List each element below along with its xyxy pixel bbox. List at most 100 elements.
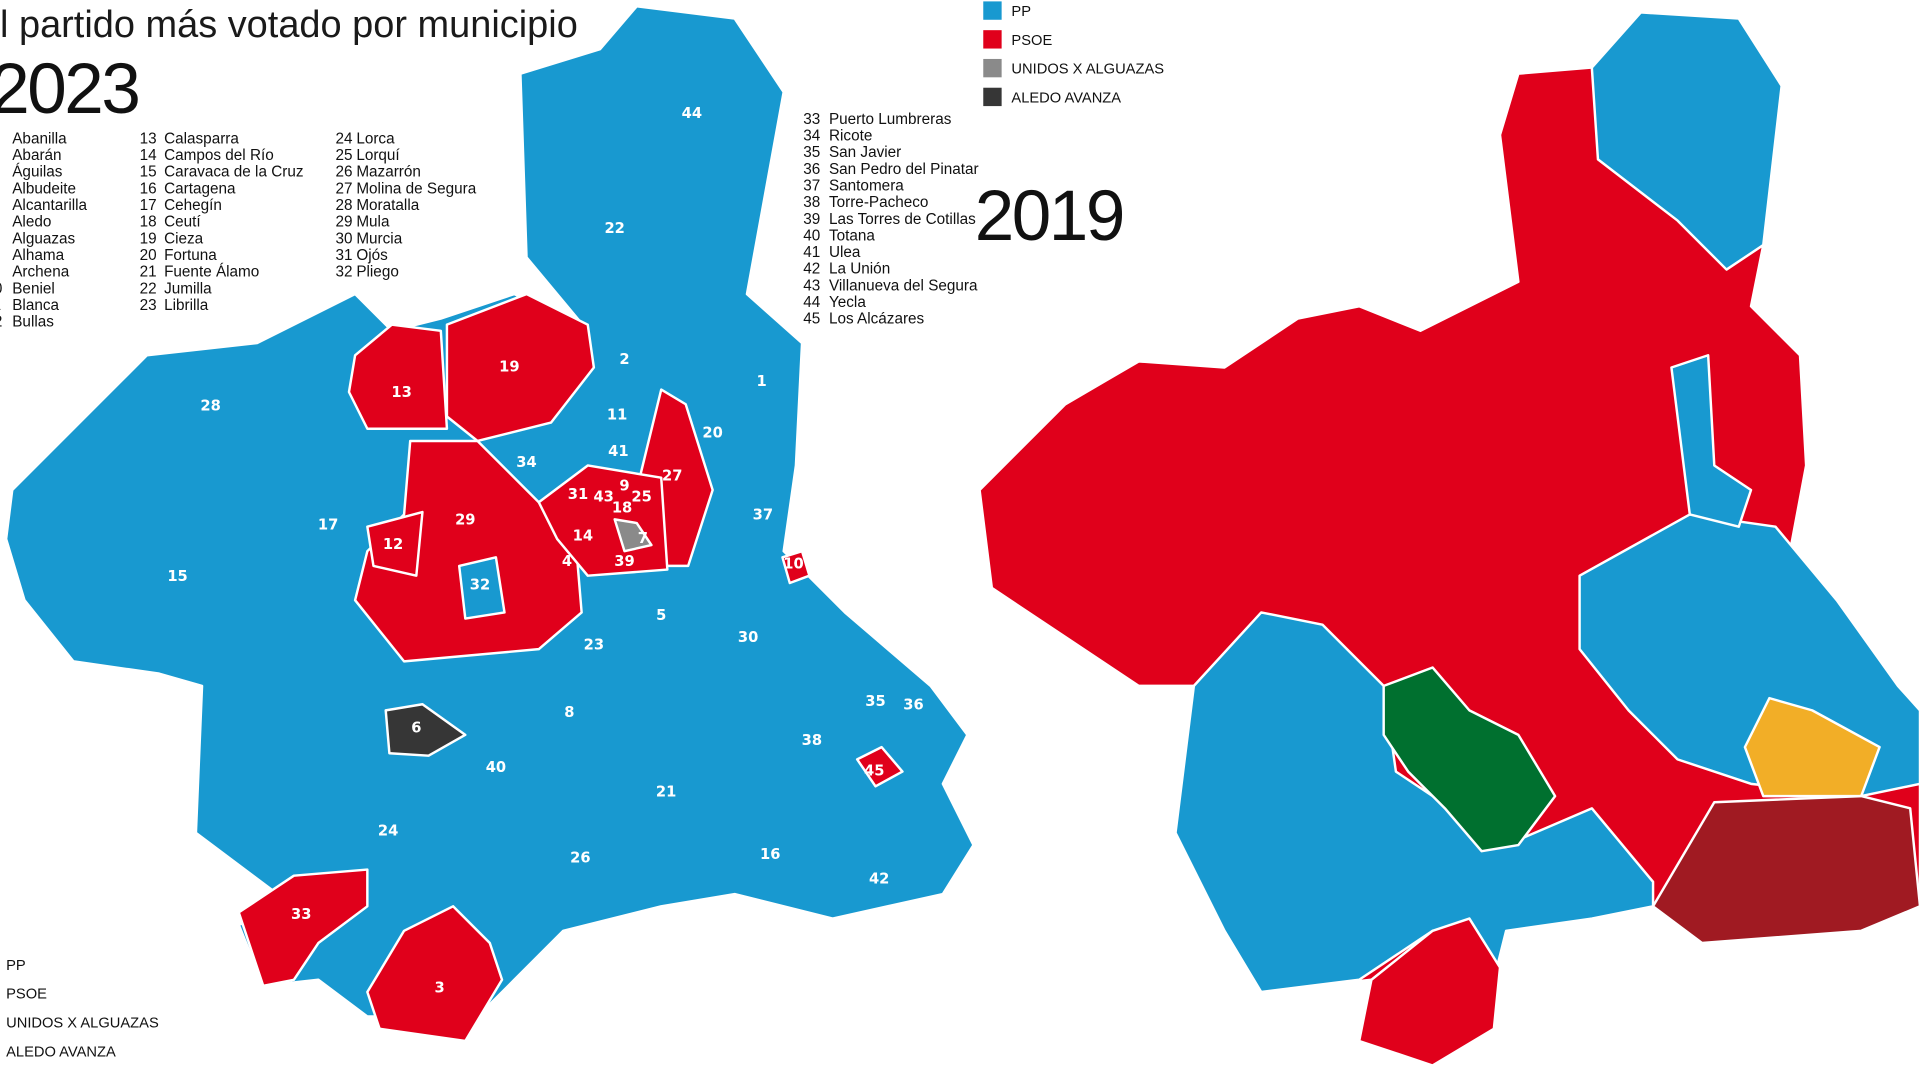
municipality-name: Blanca (12, 297, 59, 314)
municipality-number: 28 (336, 197, 353, 214)
municipality-number: 25 (336, 147, 353, 164)
municipality-number: 31 (336, 247, 353, 264)
region-yellow-2019 (1743, 696, 1881, 798)
municipality-name: San Javier (829, 144, 901, 161)
map-label-45: 45 (864, 763, 884, 780)
municipality-name: Lorquí (356, 147, 400, 164)
map-label-5: 5 (656, 607, 666, 624)
municipality-name: Cartagena (164, 180, 236, 197)
region-45-los-alcazares (855, 745, 904, 788)
municipality-name: Ojós (356, 247, 388, 264)
map-label-31: 31 (568, 486, 588, 503)
municipality-name: Abarán (12, 147, 61, 164)
map-label-16: 16 (760, 846, 780, 863)
municipality-number: 34 (803, 127, 821, 144)
region-33-puerto-lumbreras (237, 868, 369, 988)
municipality-number: 43 (803, 277, 820, 294)
map-label-11: 11 (607, 406, 627, 423)
legend-swatch (983, 1, 1002, 20)
municipality-number: 26 (336, 164, 353, 181)
region-10-beniel (781, 549, 811, 585)
municipality-number: 14 (140, 147, 158, 164)
municipality-name: Bullas (12, 314, 54, 331)
municipality-name: Los Alcázares (829, 311, 925, 328)
municipality-name: Murcia (356, 230, 402, 247)
map-label-38: 38 (802, 732, 822, 749)
municipality-number: 32 (336, 264, 353, 281)
municipality-name: Torre-Pacheco (829, 194, 928, 211)
municipality-number: 40 (803, 227, 820, 244)
municipality-name: Mazarrón (356, 164, 421, 181)
municipality-name: Molina de Segura (356, 180, 476, 197)
map-label-23: 23 (584, 636, 604, 653)
municipality-name: Puerto Lumbreras (829, 111, 952, 128)
municipality-number: 24 (336, 130, 354, 147)
map-label-6: 6 (411, 720, 421, 737)
map-label-1: 1 (757, 373, 767, 390)
municipality-name: Pliego (356, 264, 399, 281)
municipality-number: 20 (140, 247, 157, 264)
legend-swatch (983, 58, 1002, 78)
municipality-name: San Pedro del Pinatar (829, 161, 979, 178)
municipality-name: Ricote (829, 127, 872, 144)
municipality-name: Yecla (829, 294, 866, 311)
legend-label: PP (1011, 4, 1031, 20)
map-label-40: 40 (486, 759, 506, 776)
map-label-13: 13 (391, 384, 411, 401)
map-label-17: 17 (318, 516, 338, 533)
region-darkred-2019 (1651, 794, 1920, 945)
map-label-35: 35 (865, 693, 885, 710)
municipality-number: 17 (140, 197, 157, 214)
region-7-alguazas (613, 518, 653, 553)
map-label-42: 42 (869, 870, 889, 887)
municipality-name: Cieza (164, 230, 204, 247)
region-12-bullas (366, 510, 424, 577)
legend-label: UNIDOS X ALGUAZAS (6, 1016, 159, 1032)
municipality-name: Fortuna (164, 247, 217, 264)
municipality-number: 38 (803, 194, 820, 211)
region-19-cieza (445, 292, 596, 443)
region-6-aledo (384, 703, 467, 757)
region-psoe-aguilas-2019 (1357, 917, 1502, 1067)
municipality-name: Ulea (829, 244, 861, 261)
municipality-name: Lorca (356, 130, 395, 147)
municipality-name: Totana (829, 227, 875, 244)
municipality-number: 13 (140, 130, 157, 147)
municipality-number: 36 (803, 161, 820, 178)
municipality-name: Fuente Álamo (164, 264, 259, 281)
map-label-43: 43 (593, 488, 613, 505)
map-label-37: 37 (753, 507, 773, 524)
municipality-number: 29 (336, 214, 353, 231)
municipality-name: Librilla (164, 297, 209, 314)
legend-swatch (983, 87, 1002, 107)
municipality-name: Alcantarilla (12, 197, 87, 214)
legend-label: ALEDO AVANZA (1011, 90, 1121, 106)
municipality-number: 30 (336, 230, 353, 247)
municipality-name: Abanilla (12, 130, 67, 147)
region-pp-yecla-2019 (1590, 11, 1783, 271)
map-label-32: 32 (470, 576, 490, 593)
municipality-number: 27 (336, 180, 353, 197)
map-label-9: 9 (619, 477, 629, 494)
municipality-name: Villanueva del Segura (829, 277, 978, 294)
municipality-name: Moratalla (356, 197, 419, 214)
municipality-name: Beniel (12, 280, 55, 297)
municipality-name: Calasparra (164, 130, 239, 147)
map-label-30: 30 (738, 629, 758, 646)
region-3-aguilas (366, 905, 504, 1043)
legend-label: PSOE (6, 987, 47, 1003)
municipality-number: 42 (803, 261, 820, 278)
municipality-name: Cehegín (164, 197, 222, 214)
map-label-41: 41 (608, 443, 628, 460)
map-label-28: 28 (200, 398, 220, 415)
municipality-name: Alhama (12, 247, 64, 264)
map-label-7: 7 (638, 530, 648, 547)
map-label-25: 25 (631, 488, 651, 505)
region-green-2019 (1382, 666, 1557, 853)
municipality-name: Archena (12, 264, 69, 281)
year-2023-heading: 2023 (0, 50, 138, 129)
map-label-4: 4 (562, 553, 572, 570)
map-label-26: 26 (570, 850, 590, 867)
municipality-number: 44 (803, 294, 821, 311)
